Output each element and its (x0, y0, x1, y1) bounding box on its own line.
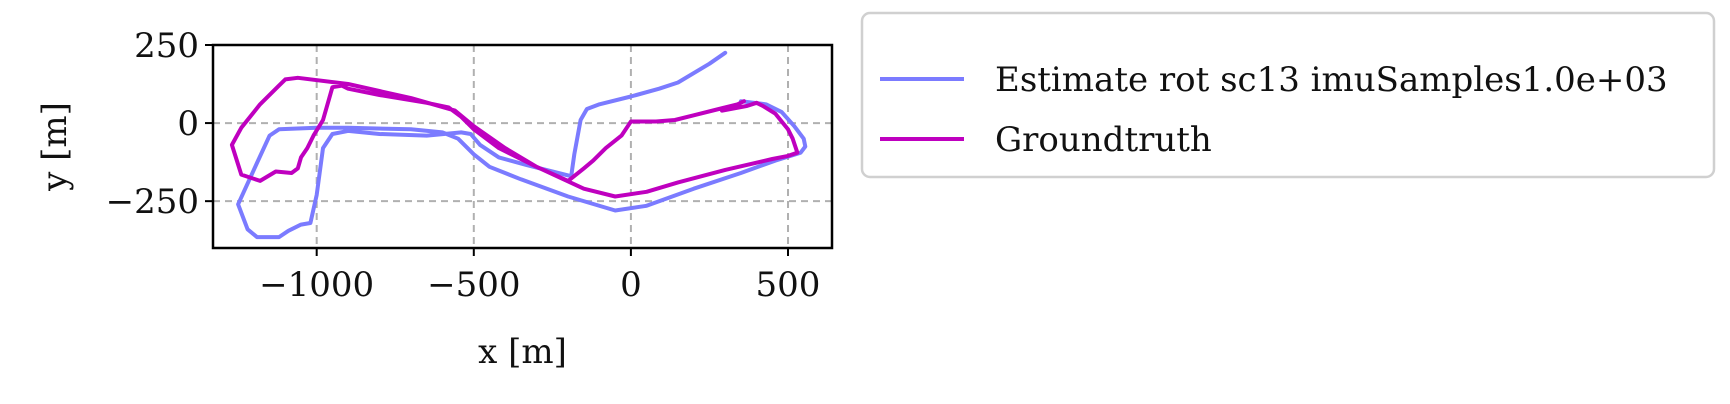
legend-box (860, 11, 1716, 179)
legend: Estimate rot sc13 imuSamples1.0e+03 Groun… (860, 11, 1716, 179)
y-tick-label: −250 (106, 182, 199, 222)
x-tick-label: 0 (620, 265, 642, 305)
x-tick-label: 500 (756, 265, 821, 305)
series-line-estimate (236, 50, 808, 240)
y-tick-label: 0 (177, 104, 199, 144)
plot-area: −1000 −500 0 500 250 0 −250 x [m] y [m] (35, 26, 834, 372)
legend-label-groundtruth: Groundtruth (995, 120, 1212, 160)
axes-frame (211, 43, 834, 250)
legend-label-estimate: Estimate rot sc13 imuSamples1.0e+03 (995, 60, 1668, 100)
x-tick-label: −1000 (259, 265, 374, 305)
y-axis-label: y [m] (35, 102, 75, 192)
series-line-groundtruth (229, 75, 800, 199)
x-tick-label: −500 (427, 265, 520, 305)
x-axis-label: x [m] (478, 332, 567, 372)
series-group (229, 50, 808, 240)
y-tick-label: 250 (134, 26, 199, 66)
